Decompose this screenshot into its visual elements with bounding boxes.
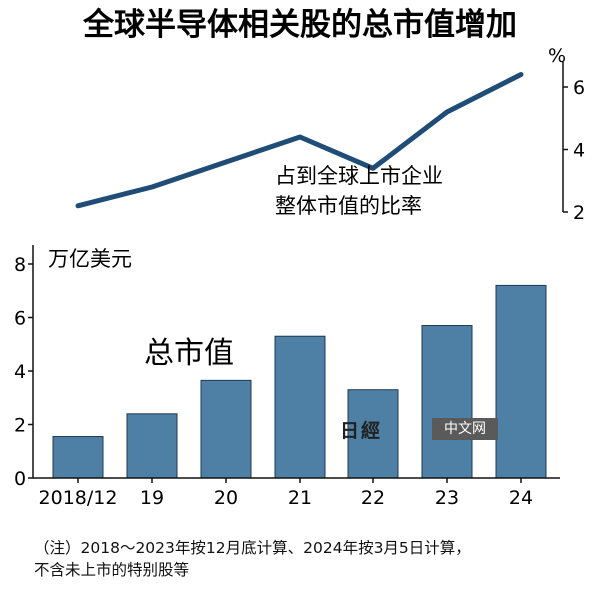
footnote-line-1: （注）2018～2023年按12月底计算、2024年按3月5日计算，	[34, 539, 471, 557]
bar-y-tick-label: 6	[14, 308, 26, 330]
watermark-logo: 日經	[340, 420, 383, 442]
bar-x-tick-label: 21	[288, 487, 312, 509]
line-chart: % 2 4 6 占到全球上市企业 整体市值的比率	[75, 45, 585, 224]
bar-23	[421, 325, 473, 479]
bar-x-tick-label: 2018/12	[39, 487, 118, 509]
footnote-line-2: 不含未上市的特别股等	[34, 561, 190, 579]
bar-y-axis-label: 万亿美元	[48, 247, 132, 271]
line-y-tick-label: 4	[573, 140, 585, 162]
bar-x-tick-label: 19	[140, 487, 164, 509]
bar-annotation: 总市值	[144, 336, 234, 371]
bar-2018-12	[52, 436, 104, 479]
line-y-tick-label: 2	[573, 202, 585, 224]
bar-24	[495, 284, 547, 479]
bar-x-tick-label: 20	[214, 487, 238, 509]
bar-x-tick-label: 22	[361, 487, 385, 509]
bar-20	[200, 379, 252, 479]
bar-19	[126, 413, 178, 479]
bar-x-tick-label: 23	[435, 487, 459, 509]
bar-22	[347, 389, 399, 479]
watermark-text: 中文网	[432, 418, 498, 440]
line-unit-label: %	[548, 45, 566, 67]
bar-y-tick-label: 2	[14, 415, 26, 437]
line-annotation-1: 占到全球上市企业	[275, 164, 443, 188]
bar-y-tick-label: 0	[14, 468, 26, 490]
line-y-tick-label: 6	[573, 77, 585, 99]
bar-y-tick-label: 8	[14, 254, 26, 276]
line-annotation-2: 整体市值的比率	[275, 194, 422, 218]
bar-x-tick-label: 24	[509, 487, 533, 509]
bar-y-tick-label: 4	[14, 361, 26, 383]
footnote: （注）2018～2023年按12月底计算、2024年按3月5日计算， 不含未上市…	[34, 537, 471, 581]
bar-21	[274, 335, 326, 479]
chart-title: 全球半导体相关股的总市值增加	[82, 7, 517, 43]
